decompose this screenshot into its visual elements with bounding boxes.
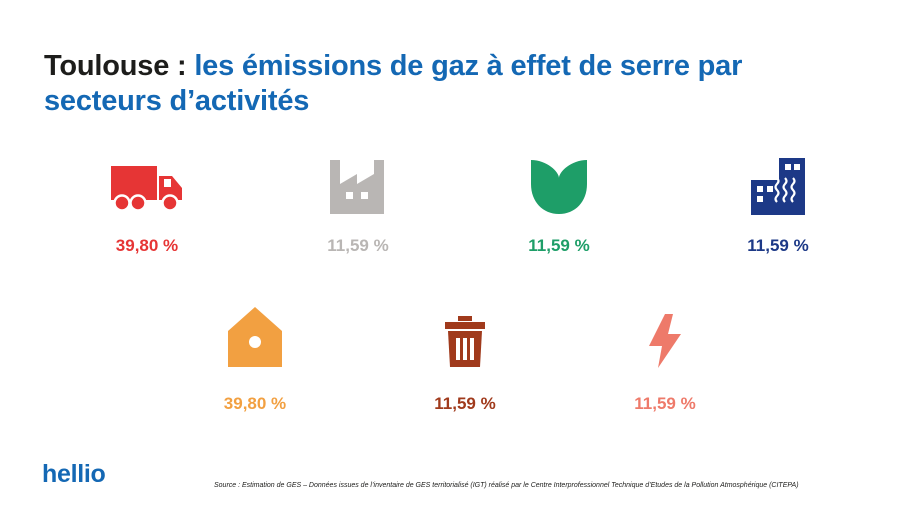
title-city: Toulouse : — [44, 50, 187, 82]
title-subject: les émissions de gaz à effet de serre pa… — [44, 50, 743, 117]
factory-icon — [283, 158, 433, 220]
sector-value: 39,80 % — [223, 394, 287, 413]
lightning-icon — [590, 314, 740, 376]
house-icon — [180, 306, 330, 368]
trash-icon — [390, 316, 540, 378]
sector-value: 11,59 % — [634, 394, 696, 413]
source-note: Source : Estimation de GES – Données iss… — [214, 482, 799, 489]
leaf-icon — [484, 158, 634, 220]
truck-icon — [72, 158, 222, 220]
sector-value: 39,80 % — [115, 236, 179, 255]
sector-value: 11,59 % — [747, 236, 809, 255]
sector-value: 11,59 % — [327, 236, 389, 255]
building-icon — [703, 158, 853, 220]
sector-value: 11,59 % — [528, 236, 590, 255]
hellio-logo: hellio — [42, 460, 106, 488]
sector-value: 11,59 % — [434, 394, 496, 413]
page-title: Toulouse : les émissions de gaz à effet … — [44, 49, 864, 119]
